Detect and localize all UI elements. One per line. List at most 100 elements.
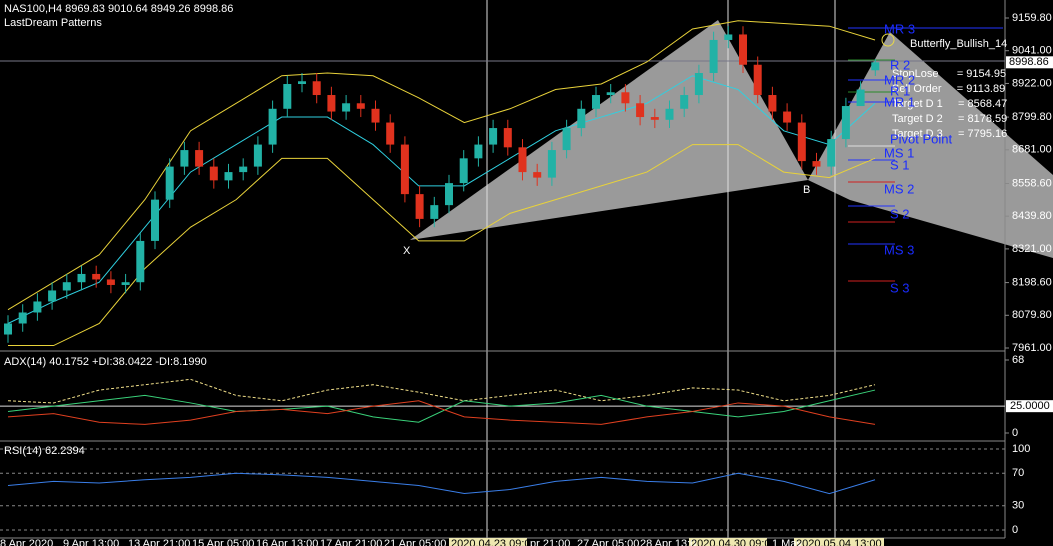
rsi-panel: 100 70 30 0 (0, 443, 1030, 536)
candle-body (165, 166, 174, 200)
candle-body (136, 240, 145, 283)
candle-body (298, 81, 306, 85)
candle-body (342, 103, 351, 112)
candle-body (827, 139, 836, 167)
pivot-label: MR 2 (884, 72, 915, 87)
y-tick-label: 30 (1012, 500, 1024, 512)
pivot-label: MR 3 (884, 21, 915, 36)
adx-line (7, 378, 876, 404)
pattern-xab (410, 20, 808, 240)
y-tick-label: 8922.00 (1012, 77, 1052, 89)
time-label: pr 21:00 (530, 538, 570, 546)
candle-body (195, 150, 204, 167)
candle-body (680, 95, 689, 109)
candle-body (856, 89, 865, 107)
candle-body (592, 95, 600, 109)
y-tick-label: 8681.00 (1012, 144, 1052, 156)
target-2: Target D 2 = 8178.59 (892, 113, 1007, 125)
candle-body (180, 150, 189, 167)
time-label: 1 May (772, 538, 802, 546)
pivot-label: S 2 (890, 206, 910, 221)
y-tick-label: 0 (1012, 524, 1018, 536)
current-price-box (1006, 56, 1053, 69)
candle-body (106, 279, 115, 285)
time-highlight (449, 538, 527, 546)
candle-body (121, 282, 130, 285)
candle-body (724, 34, 733, 40)
candle-body (430, 205, 439, 219)
pattern-point-c (881, 33, 895, 47)
candle-body (253, 144, 262, 167)
candle-body (547, 150, 556, 178)
candle-body (577, 108, 586, 129)
time-label: 2020.04.23 09:00 (451, 538, 537, 546)
y-tick-label: 25.0000 (1010, 400, 1050, 412)
candle-body (812, 161, 821, 167)
candle-body (665, 108, 674, 120)
candle-body (606, 92, 615, 96)
candle-body (518, 147, 527, 173)
y-tick-label: 8198.60 (1012, 277, 1052, 289)
pattern-bcd (808, 32, 1053, 258)
candle-body (753, 64, 762, 96)
candle-body (636, 103, 645, 118)
stop-loss: StopLose = 9154.95 (892, 68, 1006, 80)
adx-panel: 68 25.0000 0 (0, 354, 1053, 439)
candle-body (871, 62, 880, 71)
rsi-line (7, 472, 876, 495)
point-b: B (803, 184, 810, 196)
time-label: 28 Apr 13:0 (640, 538, 696, 546)
pattern-shape (410, 20, 1053, 258)
candle-body (503, 128, 512, 148)
candle-body (783, 111, 792, 123)
band-lower (8, 144, 876, 347)
y-tick-label: 100 (1012, 443, 1030, 455)
candle-body (151, 199, 159, 241)
candle-body (489, 128, 498, 145)
candle-body (768, 95, 777, 112)
time-label: 2020.05.04 13:00 (796, 538, 882, 546)
time-label: 21 Apr 05:00 (384, 538, 446, 546)
candles (4, 26, 880, 343)
band-upper (7, 20, 876, 311)
time-label: 9 Apr 13:00 (63, 538, 119, 546)
candle-body (283, 84, 292, 109)
minus-di-line (7, 400, 876, 425)
y-tick-label: 8799.80 (1012, 111, 1052, 123)
time-label: 16 Apr 13:00 (256, 538, 318, 546)
pivot-label: S 3 (890, 280, 910, 295)
candle-body (445, 183, 453, 206)
pivot-label: MS 3 (884, 242, 914, 257)
candle-body (327, 95, 336, 112)
y-tick-label: 9159.80 (1012, 12, 1052, 24)
candle-body (386, 122, 395, 145)
time-label: 13 Apr 21:00 (128, 538, 190, 546)
sell-order: Sell Order = 9113.89 (892, 83, 1005, 95)
candle-body (92, 273, 101, 280)
pivot-lines (848, 27, 1003, 282)
candle-body (18, 312, 27, 324)
level-box (1006, 400, 1053, 413)
y-tick-label: 70 (1012, 467, 1024, 479)
y-tick-label: 0 (1012, 427, 1018, 439)
candle-body (62, 282, 71, 291)
candle-body (4, 323, 12, 335)
pivot-label: S 1 (890, 157, 910, 172)
candle-body (371, 108, 380, 123)
candle-body (709, 39, 718, 73)
candle-body (797, 122, 806, 162)
time-label: 17 Apr 21:00 (320, 538, 382, 546)
y-tick-label: 8439.80 (1012, 210, 1052, 222)
y-tick-label: 7961.00 (1012, 342, 1052, 354)
pivot-label: R 1 (890, 83, 910, 98)
candle-body (77, 273, 86, 283)
y-tick-label: 68 (1012, 354, 1024, 366)
symbol-info: NAS100,H4 8969.83 9010.64 8949.26 8998.8… (4, 3, 233, 15)
candle-body (533, 172, 542, 178)
y-tick-label: 9041.00 (1012, 45, 1052, 57)
current-price-label: 8998.86 (1009, 56, 1049, 68)
candle-body (459, 158, 468, 184)
time-highlight (794, 538, 884, 546)
pivot-label: Pivot Point (890, 131, 953, 146)
